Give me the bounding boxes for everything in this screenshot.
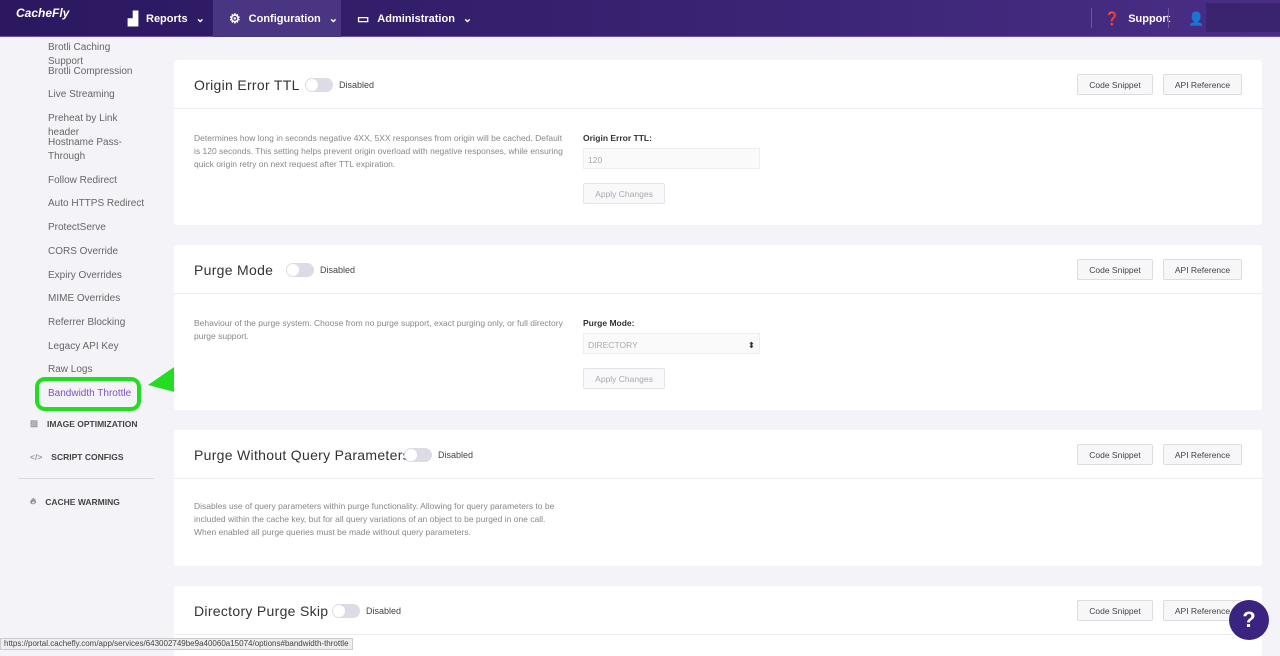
monitor-icon: ▭ <box>357 10 370 26</box>
account-area <box>1206 3 1280 32</box>
sidebar-item[interactable]: CORS Override <box>48 246 119 257</box>
sidebar-section-script-configs[interactable]: </> SCRIPT CONFIGS <box>30 452 124 462</box>
top-nav: CacheFly ▟ Reports ⌄ ⚙ Configuration ⌄ ▭ Admi… <box>0 0 1280 37</box>
apply-changes-button[interactable]: Apply Changes <box>583 183 665 204</box>
purge-mode-select[interactable]: DIRECTORY ⬍ <box>583 333 760 354</box>
enable-toggle[interactable] <box>332 604 360 618</box>
card-header: Origin Error TTL Disabled Code Snippet A… <box>174 60 1262 109</box>
select-value: DIRECTORY <box>588 340 638 350</box>
code-icon: </> <box>30 452 43 462</box>
cachefly-logo[interactable]: CacheFly <box>16 6 70 20</box>
gear-icon: ⚙ <box>229 10 241 26</box>
card-origin-error-ttl: Origin Error TTL Disabled Code Snippet A… <box>174 60 1262 225</box>
sidebar-item[interactable]: MIME Overrides <box>48 293 121 304</box>
user-menu[interactable]: 👤 <box>1172 0 1220 37</box>
divider <box>18 478 154 479</box>
card-title: Directory Purge Skip <box>194 603 329 619</box>
nav-reports[interactable]: ▟ Reports ⌄ <box>112 0 221 37</box>
sidebar-item-bandwidth-throttle[interactable]: Bandwidth Throttle <box>48 388 132 399</box>
sidebar-item[interactable]: Preheat by Link header <box>48 113 118 138</box>
chevron-down-icon: ⌄ <box>195 13 205 25</box>
card-directory-purge-skip: Directory Purge Skip Disabled Code Snipp… <box>174 586 1262 656</box>
sidebar-item[interactable]: Referrer Blocking <box>48 317 126 328</box>
card-title: Purge Mode <box>194 262 274 278</box>
nav-label: Reports <box>146 12 188 25</box>
card-header: Purge Mode Disabled Code Snippet API Ref… <box>174 245 1262 294</box>
sidebar-section-image-optimization[interactable]: ▨ IMAGE OPTIMIZATION <box>30 418 138 429</box>
code-snippet-button[interactable]: Code Snippet <box>1077 444 1153 465</box>
card-description: Determines how long in seconds negative … <box>194 133 563 169</box>
support-label: Support <box>1128 12 1171 25</box>
api-reference-button[interactable]: API Reference <box>1163 74 1242 95</box>
fire-icon: 🔥︎ <box>30 496 37 506</box>
sidebar-item[interactable]: ProtectServe <box>48 222 106 233</box>
section-label: IMAGE OPTIMIZATION <box>47 418 138 429</box>
nav-administration[interactable]: ▭ Administration ⌄ <box>341 0 488 37</box>
origin-error-ttl-input[interactable]: 120 <box>583 148 760 169</box>
sidebar-item[interactable]: Auto HTTPS Redirect <box>48 198 145 209</box>
sidebar-item[interactable]: Live Streaming <box>48 89 115 100</box>
sidebar-section-cache-warming[interactable]: 🔥︎ CACHE WARMING <box>30 496 120 507</box>
card-title: Purge Without Query Parameters <box>194 447 410 463</box>
apply-changes-button[interactable]: Apply Changes <box>583 368 665 389</box>
api-reference-button[interactable]: API Reference <box>1163 444 1242 465</box>
sidebar-item[interactable]: Brotli Compression <box>48 66 133 77</box>
bar-chart-icon: ▟ <box>128 10 138 26</box>
question-icon: ? <box>1242 607 1256 632</box>
enable-toggle[interactable] <box>404 448 432 462</box>
status-bar-url: https://portal.cachefly.com/app/services… <box>0 638 353 650</box>
enable-toggle[interactable] <box>305 78 333 92</box>
toggle-status: Disabled <box>320 265 356 275</box>
toggle-status: Disabled <box>339 80 375 90</box>
select-arrows-icon: ⬍ <box>747 340 755 350</box>
sidebar: Brotli Caching Support Brotli Compressio… <box>0 37 160 650</box>
card-description: Behaviour of the purge system. Choose fr… <box>194 318 563 341</box>
user-icon: 👤 <box>1188 10 1205 26</box>
divider <box>1091 8 1092 28</box>
chevron-down-icon: ⌄ <box>462 13 473 25</box>
code-snippet-button[interactable]: Code Snippet <box>1077 259 1153 280</box>
sidebar-item[interactable]: Legacy API Key <box>48 341 119 352</box>
section-label: CACHE WARMING <box>45 496 120 507</box>
card-title: Origin Error TTL <box>194 77 300 93</box>
card-header: Directory Purge Skip Disabled Code Snipp… <box>174 586 1262 635</box>
code-snippet-button[interactable]: Code Snippet <box>1077 600 1153 621</box>
code-snippet-button[interactable]: Code Snippet <box>1077 74 1153 95</box>
question-circle-icon: ❓ <box>1104 10 1121 26</box>
card-purge-mode: Purge Mode Disabled Code Snippet API Ref… <box>174 245 1262 410</box>
toggle-status: Disabled <box>438 450 474 460</box>
support-button[interactable]: ❓ Support <box>1088 0 1186 37</box>
image-icon: ▨ <box>30 418 39 428</box>
divider <box>1168 8 1169 28</box>
enable-toggle[interactable] <box>286 263 314 277</box>
card-header: Purge Without Query Parameters Disabled … <box>174 430 1262 479</box>
toggle-status: Disabled <box>366 606 402 616</box>
card-purge-without-query-parameters: Purge Without Query Parameters Disabled … <box>174 430 1262 566</box>
sidebar-item[interactable]: Hostname Pass-Through <box>48 137 122 162</box>
card-description: Disables use of query parameters within … <box>194 501 555 537</box>
highlight-box <box>35 377 141 411</box>
nav-label: Administration <box>377 12 455 25</box>
sidebar-item[interactable]: Follow Redirect <box>48 175 117 186</box>
sidebar-item[interactable]: Brotli Caching Support <box>48 42 111 67</box>
api-reference-button[interactable]: API Reference <box>1163 259 1242 280</box>
nav-label: Configuration <box>248 12 321 25</box>
section-label: SCRIPT CONFIGS <box>51 452 124 462</box>
field-label: Origin Error TTL: <box>583 133 652 143</box>
help-button[interactable]: ? <box>1229 600 1269 640</box>
sidebar-item[interactable]: Raw Logs <box>48 364 93 375</box>
nav-configuration[interactable]: ⚙ Configuration ⌄ <box>213 0 341 37</box>
field-label: Purge Mode: <box>583 318 635 328</box>
sidebar-item[interactable]: Expiry Overrides <box>48 270 122 281</box>
chevron-down-icon: ⌄ <box>328 13 338 25</box>
